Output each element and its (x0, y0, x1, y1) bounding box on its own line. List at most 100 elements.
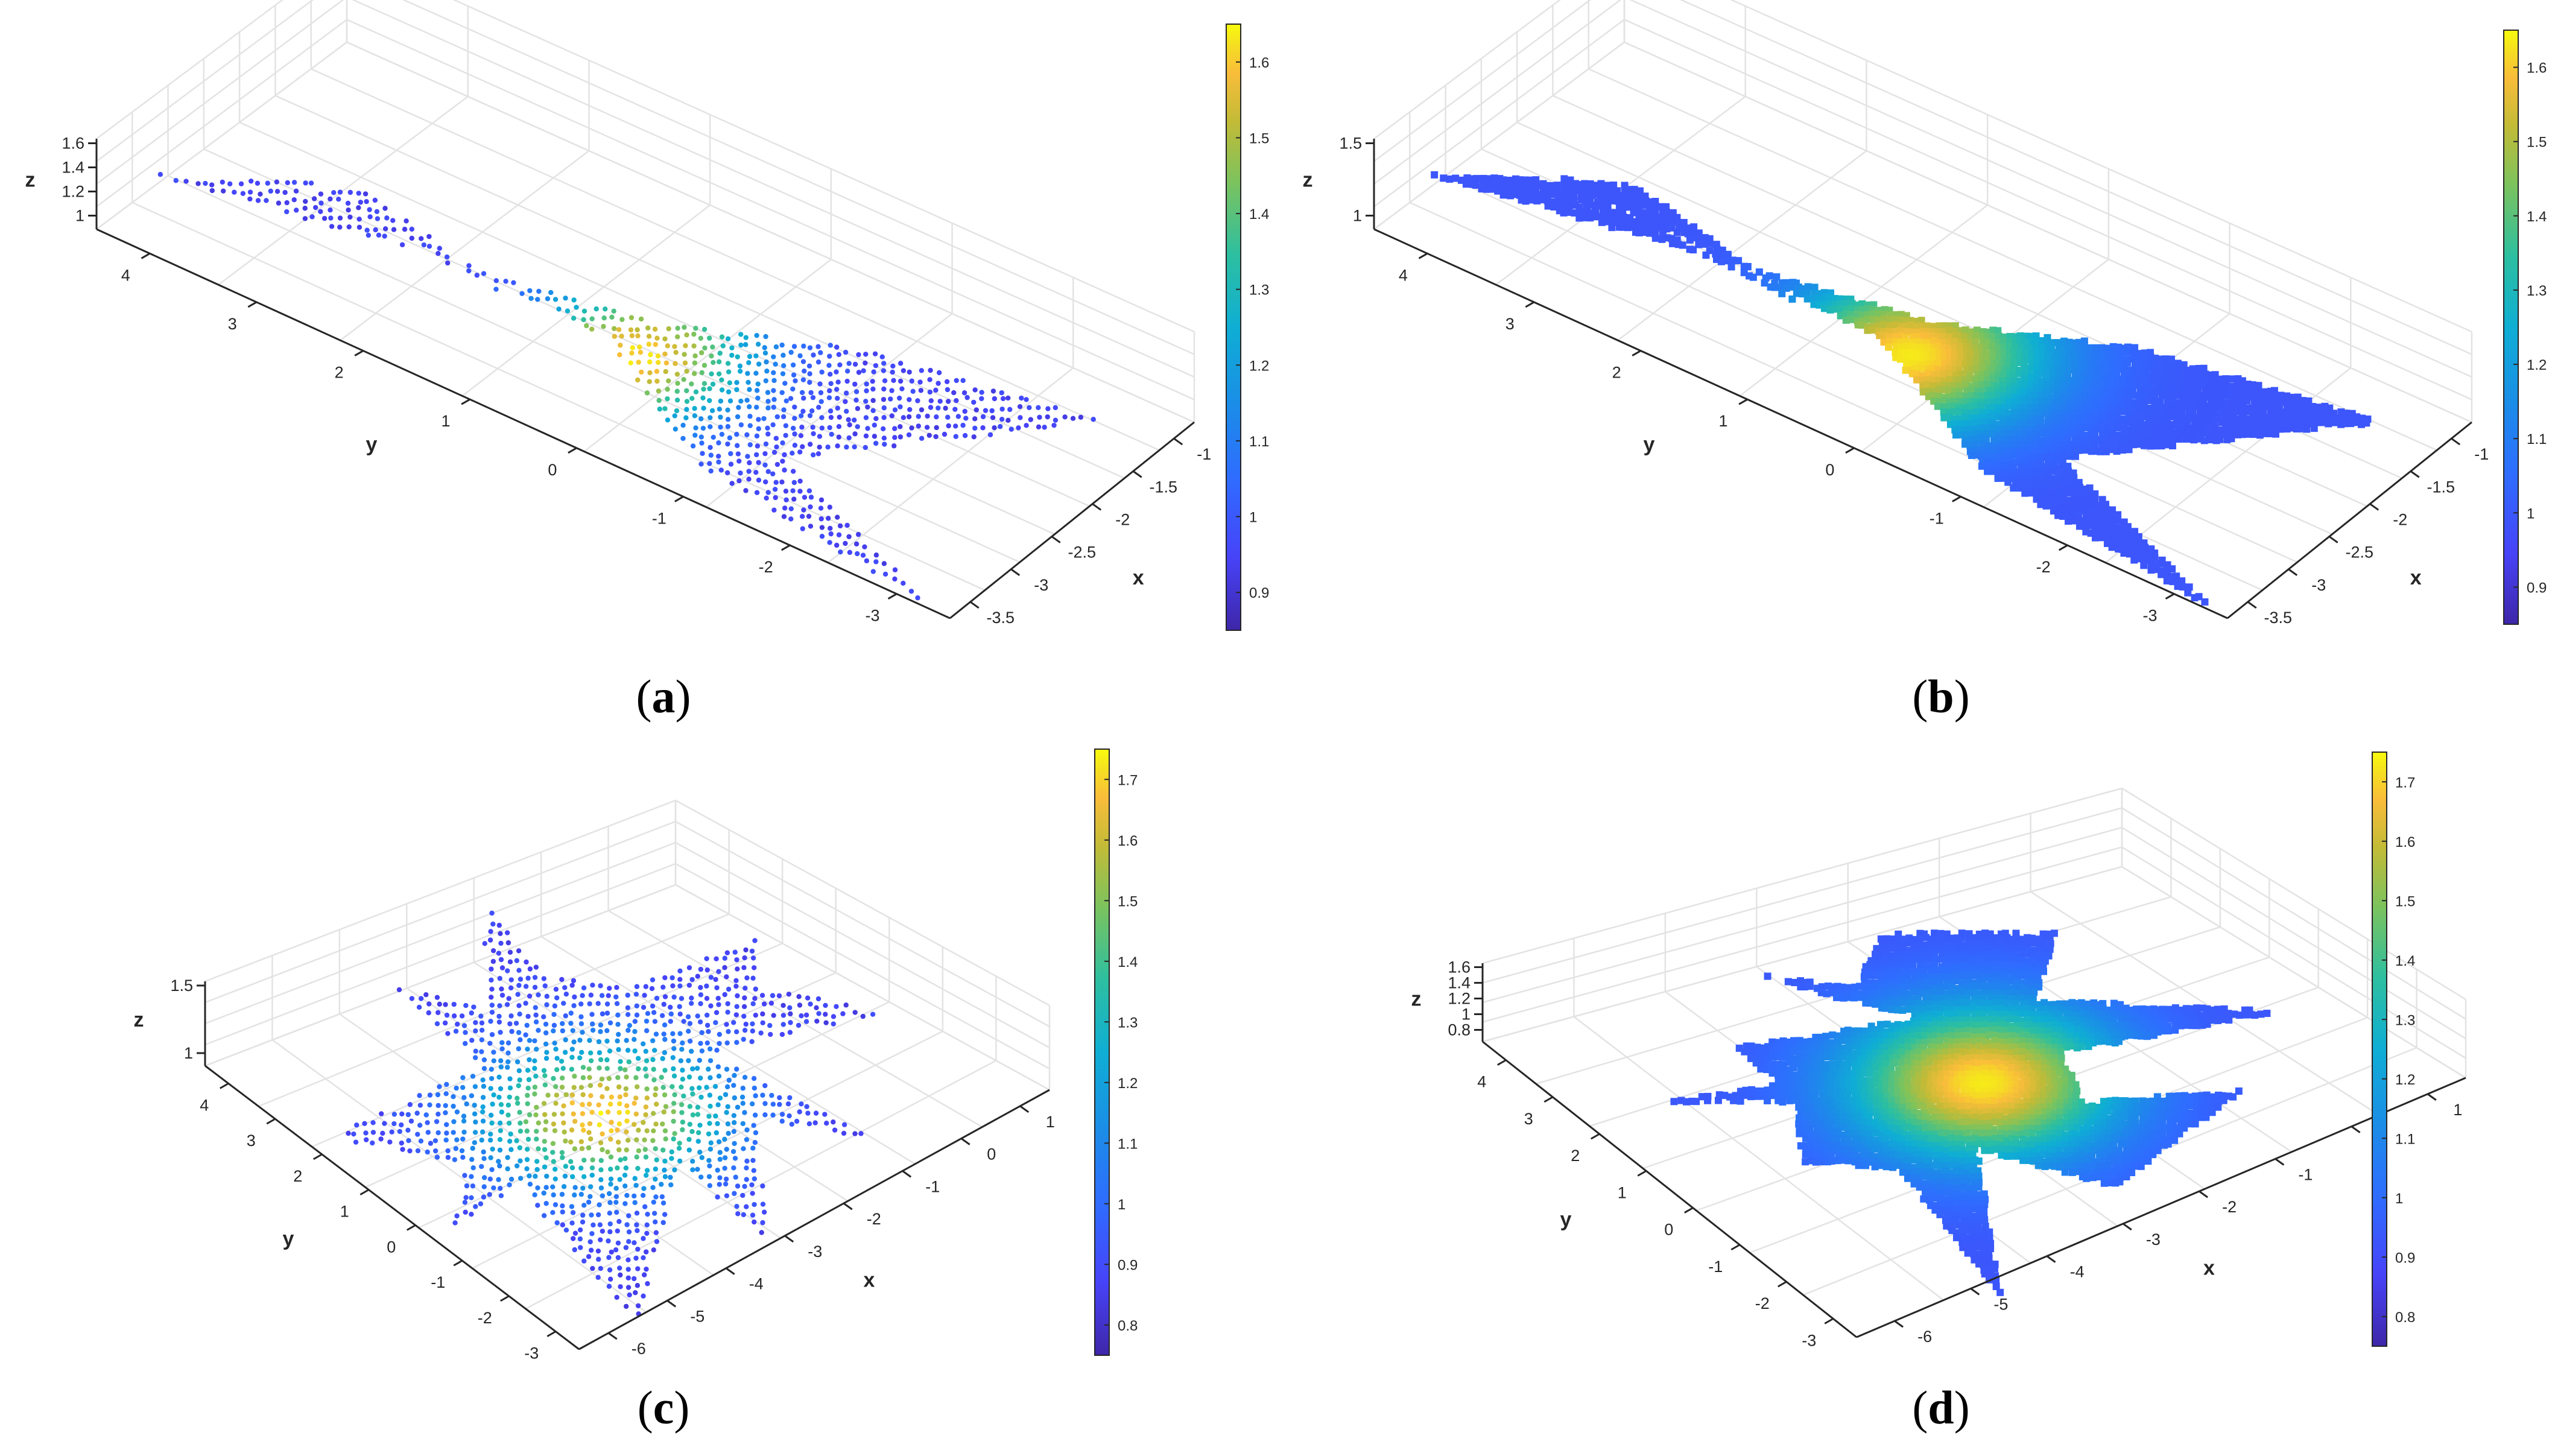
surface-patch (1942, 1026, 1950, 1034)
data-point (605, 1149, 610, 1155)
data-point (690, 443, 696, 449)
axes-box-a (95, 0, 1195, 619)
x-tick-mark (666, 1300, 677, 1308)
data-point (598, 1167, 604, 1173)
data-point (695, 1104, 701, 1110)
surface-patch (2030, 989, 2038, 996)
data-point (710, 381, 716, 387)
data-point (527, 1182, 533, 1187)
surface-patch (1724, 250, 1732, 258)
data-point (518, 1176, 524, 1181)
data-point (559, 1075, 565, 1081)
surface-patch (2190, 436, 2198, 444)
data-point (632, 1037, 637, 1042)
data-point (650, 977, 656, 983)
data-point (409, 996, 415, 1001)
colorbar-tick-label: 1.1 (2527, 431, 2547, 448)
data-point (726, 1130, 731, 1136)
data-point (797, 1002, 803, 1008)
surface-patch (1516, 176, 1524, 184)
data-point (581, 317, 586, 323)
surface-patch (1946, 376, 1954, 384)
surface-patch (2165, 1005, 2173, 1013)
data-point (786, 992, 792, 997)
data-point (434, 1154, 440, 1160)
data-point (598, 1022, 604, 1028)
data-point (623, 1303, 629, 1309)
data-point (518, 976, 524, 982)
data-point (1091, 417, 1096, 422)
data-point (753, 1012, 759, 1018)
data-point (755, 381, 761, 387)
data-point (863, 445, 868, 451)
data-point (837, 414, 842, 420)
data-point (662, 1022, 668, 1028)
data-point (571, 1003, 577, 1008)
data-point (496, 1094, 502, 1100)
data-point (572, 1192, 577, 1198)
data-point (979, 390, 984, 395)
y-tick-mark (546, 1331, 556, 1337)
surface-patch (1668, 224, 1676, 232)
data-point (571, 1111, 576, 1117)
data-point (717, 1031, 723, 1037)
y-tick-mark (247, 301, 258, 308)
data-point (616, 1147, 622, 1153)
data-point (524, 1157, 530, 1162)
surface-patch (2297, 408, 2305, 416)
data-point (836, 352, 841, 358)
surface-patch (2015, 430, 2023, 438)
surface-patch (2060, 387, 2068, 395)
surface-patch (2024, 989, 2032, 997)
data-point (609, 1119, 614, 1125)
x-tick-label: -1 (1197, 445, 1211, 463)
data-point (362, 1121, 367, 1126)
data-point (581, 985, 587, 991)
floor-grid-line (340, 150, 590, 341)
surface-patch (1926, 1004, 1934, 1012)
data-point (612, 326, 617, 331)
data-point (469, 1211, 474, 1217)
data-point (550, 1210, 556, 1215)
data-point (644, 1086, 650, 1092)
data-point (771, 405, 776, 410)
data-point (634, 1003, 639, 1008)
data-point (380, 1130, 385, 1136)
data-point (987, 432, 993, 437)
panel-d: 43210-1-2-3y10-1-2-3-4-5-6x0.811.21.41.6… (1278, 728, 2555, 1456)
data-point (733, 983, 739, 989)
data-point (677, 968, 683, 974)
surface-patch (1576, 186, 1584, 194)
data-point (715, 1102, 721, 1107)
surface-patch (1962, 381, 1970, 388)
data-point (852, 1010, 858, 1015)
data-point (444, 1130, 449, 1136)
data-point (716, 1002, 721, 1007)
surface-patch (2027, 479, 2035, 487)
data-point (771, 507, 777, 513)
surface-patch (1647, 218, 1655, 226)
surface-patch (2130, 408, 2138, 416)
y-tick-label: -3 (866, 607, 880, 625)
data-point (542, 983, 548, 989)
surface-patch (1576, 208, 1584, 216)
y-tick-label: -3 (2143, 607, 2158, 625)
data-point (736, 458, 742, 464)
x-tick-label: -4 (749, 1275, 764, 1293)
data-point (704, 1012, 710, 1018)
surface-patch (1974, 1022, 1982, 1030)
x-tick-label: 1 (1046, 1113, 1055, 1131)
surface-patch (2146, 429, 2154, 437)
data-point (803, 1012, 809, 1018)
surface-patch (2243, 397, 2251, 405)
data-point (588, 1247, 594, 1253)
data-point (653, 1092, 658, 1098)
data-point (617, 1177, 622, 1182)
data-point (580, 1065, 586, 1070)
data-point (747, 353, 753, 359)
data-point (861, 368, 866, 373)
data-point (595, 1001, 601, 1006)
data-point (651, 1247, 656, 1253)
data-point (762, 1083, 768, 1089)
data-point (792, 443, 798, 448)
